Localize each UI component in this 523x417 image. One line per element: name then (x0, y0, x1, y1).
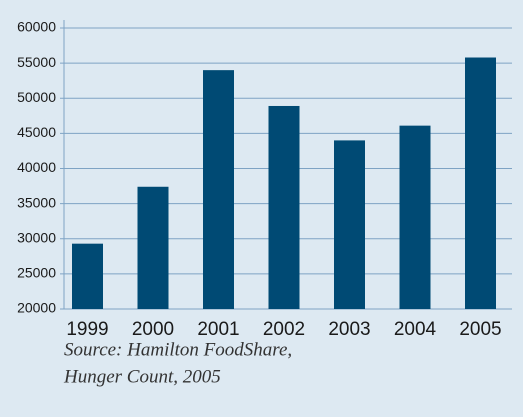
x-tick-label: 2000 (132, 319, 174, 340)
y-tick-label: 20000 (17, 300, 56, 316)
bar (203, 70, 234, 310)
x-tick-label: 2003 (328, 319, 370, 340)
y-tick-label: 50000 (17, 89, 56, 105)
bar (72, 243, 103, 309)
bar (399, 125, 431, 310)
bar (268, 105, 300, 309)
y-tick-label: 45000 (17, 124, 56, 140)
y-tick-label: 40000 (17, 159, 56, 175)
bar (465, 57, 496, 309)
y-tick-label: 30000 (17, 229, 56, 245)
x-tick-label: 2001 (197, 319, 239, 340)
source-note: Source: Hamilton FoodShare, (64, 339, 292, 360)
y-tick-label: 35000 (17, 194, 56, 210)
source-note: Hunger Count, 2005 (63, 366, 221, 387)
y-tick-label: 60000 (17, 19, 56, 35)
x-tick-label: 2004 (394, 319, 437, 340)
x-tick-label: 2002 (263, 319, 305, 340)
x-tick-label: 1999 (66, 319, 108, 340)
x-tick-label: 2005 (459, 319, 501, 340)
y-tick-label: 55000 (17, 54, 56, 70)
bar (137, 186, 169, 309)
y-tick-label: 25000 (17, 265, 56, 281)
bar (334, 140, 365, 309)
